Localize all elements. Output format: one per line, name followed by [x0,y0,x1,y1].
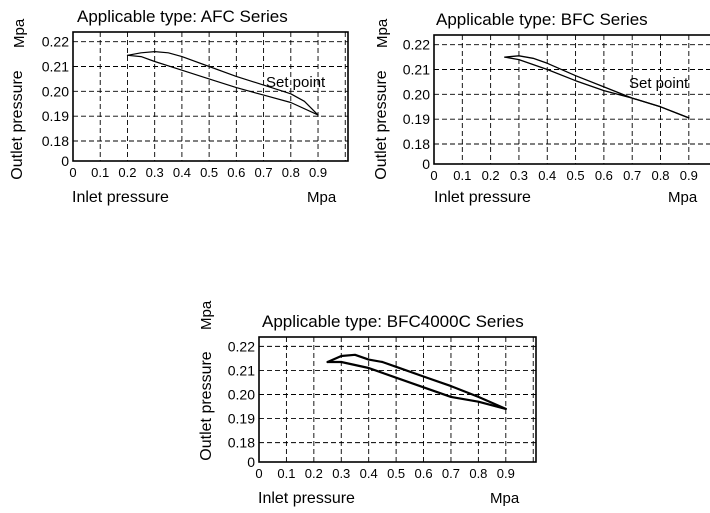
x-tick-label: 0.4 [173,165,191,180]
y-tick-label: 0.22 [42,34,69,50]
y-tick-label: 0.19 [403,111,430,127]
x-tick-label: 0.6 [414,466,432,481]
x-tick-label: 0.7 [442,466,460,481]
x-axis-label: Inlet pressure [258,490,355,507]
x-tick-label: 0.1 [277,466,295,481]
y-tick-label: 0.20 [42,83,69,99]
x-tick-label: 0.1 [453,168,471,183]
chart-afc-series: Applicable type: AFC Series Mpa Outlet p… [9,7,349,206]
x-tick-label: 0.2 [482,168,500,183]
chart-title: Applicable type: BFC4000C Series [262,312,524,331]
series-line-1 [126,50,319,116]
series-line-2 [326,360,507,410]
x-tick-label: 0.8 [469,466,487,481]
x-tick-label: 0.4 [360,466,378,481]
x-tick-label: 0.5 [387,466,405,481]
x-unit-label: Mpa [490,490,520,507]
x-tick-label: 0.6 [227,165,245,180]
y-axis-label: Outlet pressure [9,70,26,179]
series-line-1 [326,353,507,410]
x-tick-label: 0.7 [623,168,641,183]
x-unit-label: Mpa [668,189,698,206]
x-tick-label: 0.4 [538,168,556,183]
set-point-annotation: Set point [629,75,689,92]
y-tick-label: 0.22 [403,37,430,53]
x-tick-label: 0.9 [680,168,698,183]
x-tick-label: 0.1 [91,165,109,180]
x-tick-label: 0.8 [651,168,669,183]
y-tick-label: 0.19 [228,411,255,427]
x-tick-label: 0.9 [309,165,327,180]
x-tick-label: 0 [255,466,262,481]
y-tick-label: 0.20 [228,387,255,403]
x-tick-label: 0 [430,168,437,183]
plot-frame [72,31,349,162]
x-axis-label: Inlet pressure [434,189,531,206]
y-tick-label: 0.18 [228,435,255,451]
x-axis-label: Inlet pressure [72,189,169,206]
y-tick-label: 0.21 [228,362,255,378]
set-point-annotation: Set point [266,74,326,91]
y-tick-label: 0.20 [403,86,430,102]
x-tick-label: 0 [69,165,76,180]
y-axis-label: Outlet pressure [373,70,390,179]
x-tick-label: 0.5 [567,168,585,183]
x-tick-label: 0.8 [282,165,300,180]
chart-title: Applicable type: BFC Series [436,10,648,29]
x-tick-label: 0.2 [305,466,323,481]
y-tick-label: 0.18 [42,133,69,149]
y-unit-label: Mpa [198,300,215,330]
y-tick-label: 0.21 [403,62,430,78]
x-tick-label: 0.6 [595,168,613,183]
y-axis-label: Outlet pressure [198,351,215,460]
x-tick-label: 0.2 [118,165,136,180]
x-tick-label: 0.3 [332,466,350,481]
x-tick-label: 0.5 [200,165,218,180]
chart-title: Applicable type: AFC Series [77,7,288,26]
x-tick-label: 0.9 [497,466,515,481]
x-tick-label: 0.3 [510,168,528,183]
x-tick-label: 0.3 [146,165,164,180]
y-unit-label: Mpa [374,18,391,48]
series-line-2 [126,54,319,116]
y-tick-label: 0.21 [42,59,69,75]
series-line-2 [504,56,690,119]
y-tick-label: 0.22 [228,338,255,354]
plot-frame [258,336,537,463]
chart-bfc-series: Applicable type: BFC Series Mpa Outlet p… [373,10,710,206]
y-tick-label: 0 [247,454,255,470]
plot-frame [433,34,710,165]
y-unit-label: Mpa [11,18,28,48]
y-tick-label: 0.18 [403,136,430,152]
y-tick-label: 0.19 [42,108,69,124]
y-tick-label: 0 [422,156,430,172]
x-unit-label: Mpa [307,189,337,206]
x-tick-label: 0.7 [255,165,273,180]
y-tick-label: 0 [61,153,69,169]
chart-bfc4000c-series: Applicable type: BFC4000C Series Mpa Out… [198,300,537,507]
